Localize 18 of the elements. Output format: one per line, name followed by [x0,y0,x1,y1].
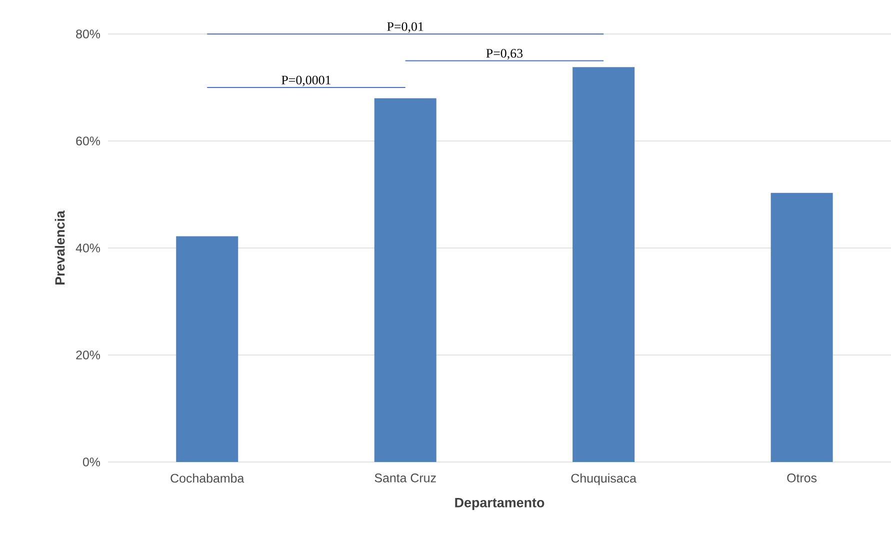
bar [176,236,238,462]
annotation: P=0,63 [486,48,523,60]
x-tick-label: Cochabamba [170,474,244,483]
y-axis-title: Prevalencia [54,210,65,284]
y-tick-label: 80% [76,30,100,38]
text: P=0,01 [387,22,424,33]
y-tick-label: 0% [82,458,100,466]
x-axis-title: Departamento [455,498,544,510]
bar [374,98,436,462]
bar [572,67,635,462]
x-tick-label: Chuquisaca [571,474,636,486]
bar [770,192,833,462]
x-tick-label: Santa Cruz [374,474,436,482]
x-tick-label: Otros [787,474,817,482]
y-tick-label: 40% [76,244,100,252]
y-tick-label: 60% [76,136,100,146]
y-tick-label: 20% [76,350,100,360]
annotation: P=0,0001 [282,76,331,86]
